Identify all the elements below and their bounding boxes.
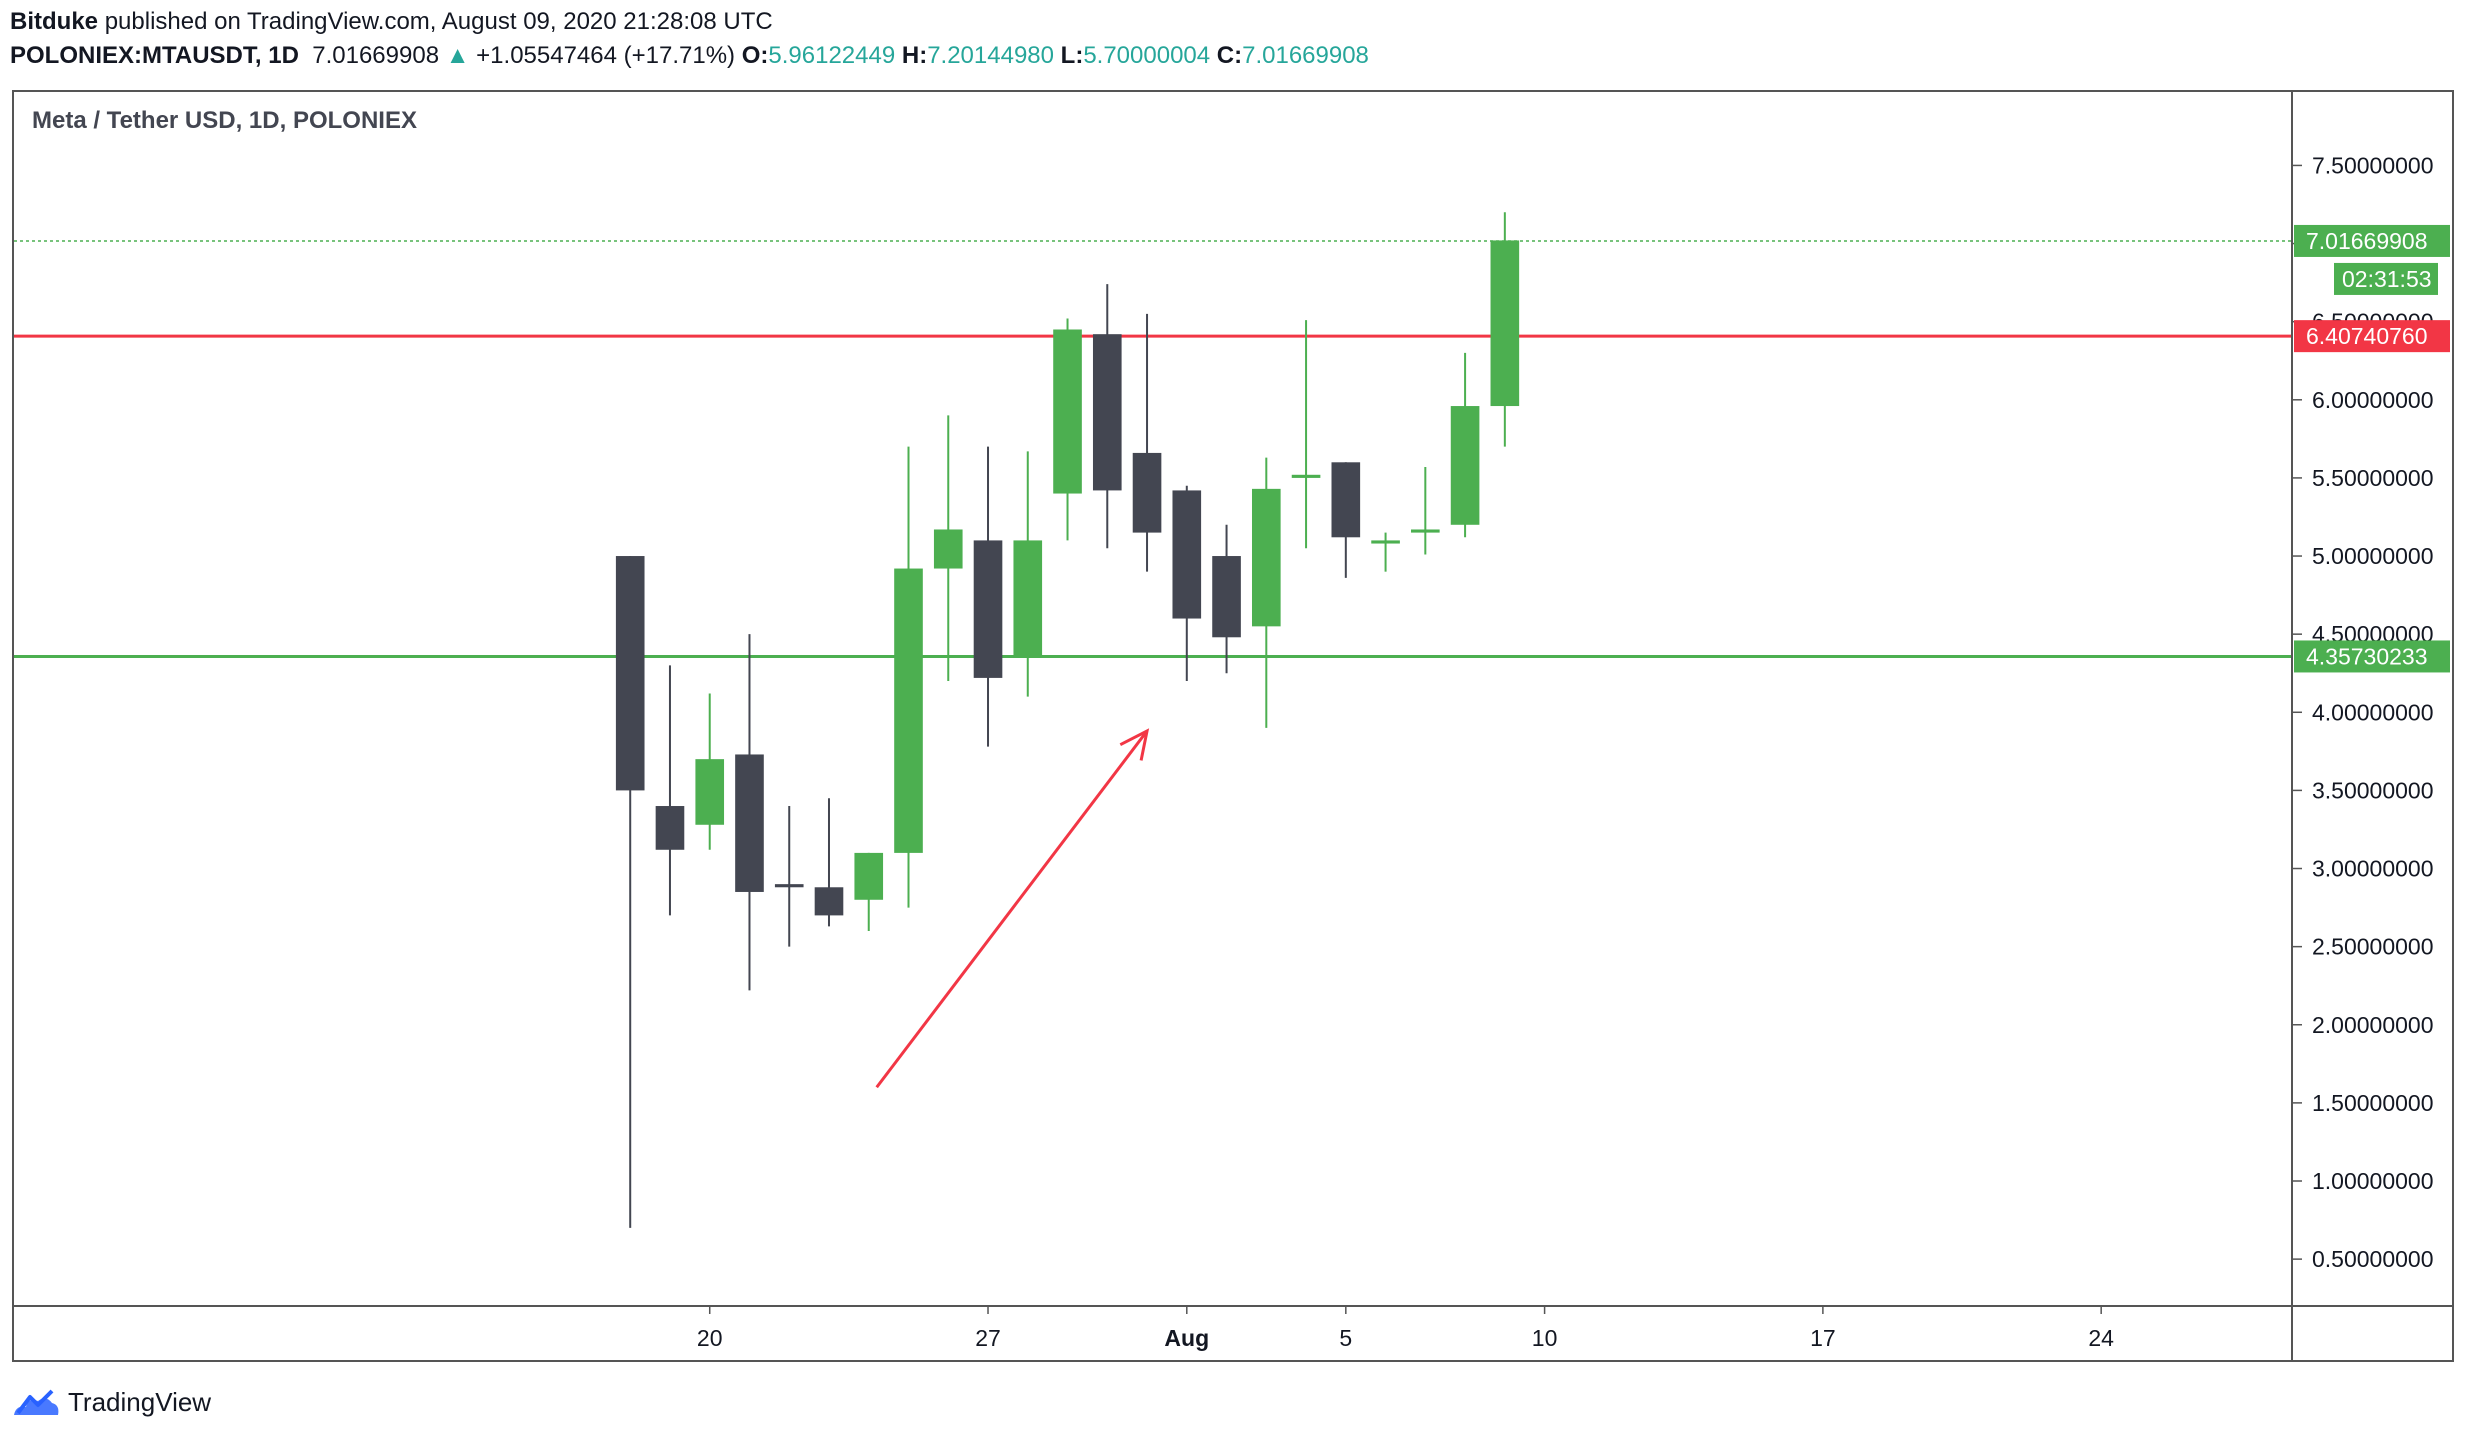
candle-body bbox=[1092, 334, 1122, 491]
last-price-tag-bg bbox=[2294, 224, 2450, 257]
y-tick-label: 4.00000000 bbox=[2312, 699, 2434, 725]
candle-body bbox=[1132, 452, 1162, 533]
price-change: +1.05547464 (+17.71%) bbox=[476, 42, 736, 69]
open-label: O: bbox=[741, 42, 769, 69]
published-text: published on TradingView.com, August 09,… bbox=[104, 8, 773, 35]
candle-body bbox=[1490, 240, 1520, 407]
x-tick-label: 27 bbox=[975, 1325, 1001, 1351]
x-tick-label: 17 bbox=[1810, 1325, 1836, 1351]
candle-22[interactable] bbox=[1490, 212, 1520, 447]
y-tick-label: 3.50000000 bbox=[2312, 777, 2434, 803]
y-tick-label: 5.00000000 bbox=[2312, 543, 2434, 569]
low-value: 5.70000004 bbox=[1083, 42, 1211, 69]
close-value: 7.01669908 bbox=[1242, 42, 1369, 69]
resistance-price-tag-bg bbox=[2294, 320, 2450, 353]
candle-16[interactable] bbox=[1251, 457, 1281, 728]
last-price-tag: 7.01669908 bbox=[2306, 228, 2428, 254]
candle-19[interactable] bbox=[1371, 532, 1400, 572]
support-price-tag-bg bbox=[2294, 640, 2450, 673]
chart-title: Meta / Tether USD, 1D, POLONIEX bbox=[32, 107, 417, 134]
high-label: H: bbox=[901, 42, 928, 69]
y-tick-label: 1.50000000 bbox=[2312, 1090, 2434, 1116]
candle-6[interactable] bbox=[854, 852, 884, 932]
candle-2[interactable] bbox=[695, 693, 725, 850]
y-tick-label: 1.00000000 bbox=[2312, 1168, 2434, 1194]
y-tick-label: 5.50000000 bbox=[2312, 465, 2434, 491]
last-price-value: 7.01669908 bbox=[312, 42, 440, 69]
candle-body bbox=[1212, 556, 1241, 638]
y-tick-label: 7.50000000 bbox=[2312, 152, 2434, 178]
x-tick-label: 20 bbox=[697, 1325, 723, 1351]
candle-body bbox=[735, 754, 764, 892]
high-value: 7.20144980 bbox=[927, 42, 1054, 69]
candle-9[interactable] bbox=[973, 446, 1003, 747]
candle-20[interactable] bbox=[1411, 466, 1440, 555]
candle-4[interactable] bbox=[774, 806, 804, 947]
x-tick-label: Aug bbox=[1164, 1325, 1209, 1351]
author-name[interactable]: Bitduke bbox=[10, 8, 99, 35]
candle-body bbox=[1053, 329, 1082, 494]
candle-body bbox=[1371, 540, 1400, 544]
candle-21[interactable] bbox=[1450, 352, 1480, 538]
y-tick-label: 6.00000000 bbox=[2312, 387, 2434, 413]
candle-7[interactable] bbox=[894, 446, 923, 908]
y-tick-label: 2.50000000 bbox=[2312, 934, 2434, 960]
candle-body bbox=[1331, 462, 1361, 538]
candle-15[interactable] bbox=[1212, 524, 1241, 674]
y-tick-label: 3.00000000 bbox=[2312, 856, 2434, 882]
candle-body bbox=[1411, 529, 1440, 533]
candle-body bbox=[973, 540, 1003, 678]
candle-body bbox=[814, 887, 844, 916]
trend-arrow-head bbox=[1119, 728, 1150, 761]
candle-1[interactable] bbox=[655, 665, 685, 916]
candle-18[interactable] bbox=[1331, 462, 1361, 578]
low-label: L: bbox=[1060, 42, 1084, 69]
candle-body bbox=[854, 852, 884, 900]
countdown-bg bbox=[2334, 262, 2438, 295]
y-tick-label: 2.00000000 bbox=[2312, 1012, 2434, 1038]
up-arrow-icon: ▲ bbox=[445, 42, 470, 69]
candle-5[interactable] bbox=[814, 798, 844, 927]
close-label: C: bbox=[1216, 42, 1243, 69]
candle-body bbox=[655, 806, 685, 850]
candle-8[interactable] bbox=[933, 415, 963, 682]
chart-frame[interactable]: Meta / Tether USD, 1D, POLONIEX 0.500000… bbox=[12, 90, 2454, 1362]
candle-body bbox=[1291, 474, 1321, 478]
countdown-label: 02:31:53 bbox=[2342, 266, 2432, 292]
publisher-line: Bitduke published on TradingView.com, Au… bbox=[10, 8, 773, 36]
candle-11[interactable] bbox=[1053, 318, 1082, 541]
candle-body bbox=[1013, 540, 1043, 658]
trend-arrow-line[interactable] bbox=[875, 730, 1149, 1089]
price-chart[interactable]: Meta / Tether USD, 1D, POLONIEX 0.500000… bbox=[14, 92, 2452, 1360]
ohlc-line: POLONIEX:MTAUSDT, 1D 7.01669908 ▲ +1.055… bbox=[10, 42, 1369, 70]
candle-17[interactable] bbox=[1291, 320, 1321, 549]
candle-3[interactable] bbox=[735, 634, 764, 991]
candle-10[interactable] bbox=[1013, 451, 1043, 697]
x-tick-label: 10 bbox=[1532, 1325, 1558, 1351]
symbol-label: POLONIEX:MTAUSDT, 1D bbox=[10, 42, 299, 69]
candle-body bbox=[774, 884, 804, 888]
candle-body bbox=[1172, 490, 1202, 619]
candle-body bbox=[1450, 406, 1480, 525]
candle-0[interactable] bbox=[615, 556, 645, 1228]
tradingview-brand: TradingView bbox=[68, 1386, 212, 1417]
candle-14[interactable] bbox=[1172, 485, 1202, 682]
candle-body bbox=[894, 568, 923, 853]
candle-body bbox=[695, 759, 725, 825]
candle-13[interactable] bbox=[1132, 313, 1162, 572]
candle-body bbox=[615, 556, 645, 791]
x-tick-label: 5 bbox=[1339, 1325, 1352, 1351]
resistance-price-tag: 6.40740760 bbox=[2306, 323, 2428, 349]
support-price-tag: 4.35730233 bbox=[2306, 643, 2428, 669]
tradingview-logo[interactable]: TradingView bbox=[12, 1384, 211, 1420]
candle-12[interactable] bbox=[1092, 284, 1122, 549]
x-tick-label: 24 bbox=[2088, 1325, 2114, 1351]
candle-body bbox=[1251, 488, 1281, 627]
open-value: 5.96122449 bbox=[768, 42, 896, 69]
candle-body bbox=[933, 529, 963, 569]
y-tick-label: 0.50000000 bbox=[2312, 1246, 2434, 1272]
tradingview-cloud-icon bbox=[14, 1389, 59, 1415]
